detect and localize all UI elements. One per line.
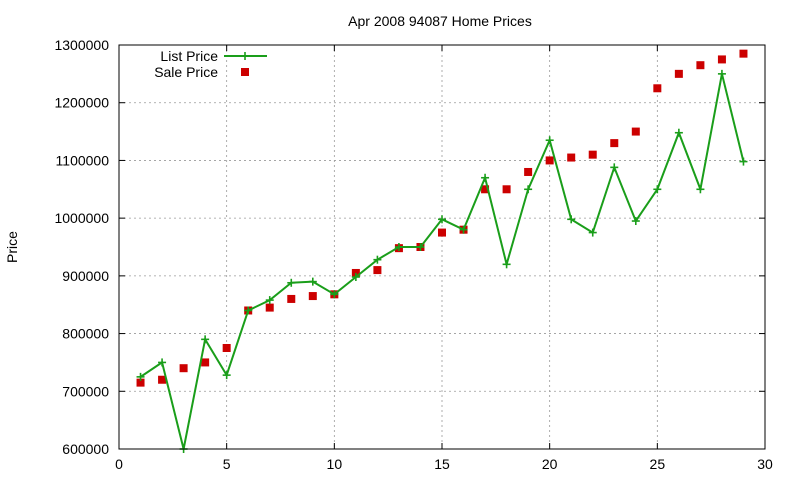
sale-price-point — [158, 375, 167, 384]
list-price-point — [287, 278, 296, 287]
sale-price-point — [524, 167, 533, 176]
y-tick-label: 600000 — [62, 441, 109, 457]
list-price-point — [158, 358, 167, 367]
sale-price-point — [373, 266, 382, 275]
list-price-point — [373, 255, 382, 264]
list-price-point — [588, 228, 597, 237]
sale-price-point — [201, 358, 210, 367]
sale-price-point — [717, 55, 726, 64]
sale-price-point — [136, 378, 145, 387]
x-tick-label: 10 — [327, 456, 343, 472]
sale-price-point — [308, 292, 317, 301]
list-price-point — [502, 260, 511, 269]
legend-label: List Price — [160, 48, 218, 64]
sale-price-point — [265, 303, 274, 312]
y-axis-label: Price — [4, 231, 20, 263]
list-price-point — [653, 185, 662, 194]
sale-price-point — [287, 294, 296, 303]
list-price-point — [717, 69, 726, 78]
sale-price-point — [481, 185, 490, 194]
sale-price-point — [631, 127, 640, 136]
list-price-point — [330, 290, 339, 299]
sale-price-point — [438, 228, 446, 237]
list-price-point — [696, 185, 705, 194]
list-price-point — [610, 163, 619, 172]
list-price-point — [265, 296, 274, 305]
x-tick-label: 5 — [223, 456, 231, 472]
y-tick-label: 900000 — [62, 268, 109, 284]
list-price-point — [674, 128, 683, 137]
list-price-point — [351, 273, 360, 282]
series-layer — [136, 49, 748, 453]
sale-price-point — [588, 150, 597, 159]
legend-plus-marker — [241, 52, 249, 60]
legend-item-sale-price: Sale Price — [154, 64, 249, 80]
list-price-point — [739, 157, 748, 166]
sale-price-point — [179, 364, 188, 373]
y-tick-label: 1200000 — [54, 95, 109, 111]
list-price-point — [222, 371, 231, 380]
sale-price-point — [567, 153, 576, 162]
list-price-point — [481, 173, 490, 182]
sale-price-point — [351, 268, 360, 277]
list-price-point — [244, 306, 253, 315]
list-price-point — [524, 185, 533, 194]
sale-price-point — [674, 69, 683, 78]
list-price-point — [308, 277, 317, 286]
y-tick-label: 1000000 — [54, 210, 109, 226]
x-tick-label: 0 — [115, 456, 123, 472]
sale-price-point — [222, 344, 231, 352]
sale-price-point — [545, 156, 554, 165]
x-tick-label: 25 — [650, 456, 666, 472]
y-tick-label: 700000 — [62, 383, 109, 399]
sale-price-point — [696, 61, 705, 70]
sale-price-point — [739, 49, 748, 58]
x-tick-label: 20 — [542, 456, 558, 472]
x-tick-label: 15 — [434, 456, 450, 472]
list-price-point — [545, 136, 554, 145]
tick-layer: 0 5 10 15 20 25 30 600000 700000 800000 900000 1000… — [54, 37, 773, 472]
legend-item-list-price: List Price — [160, 48, 267, 64]
grid-layer — [119, 45, 765, 449]
list-price-point — [459, 225, 468, 234]
legend-square-marker — [241, 68, 249, 76]
list-price-point — [201, 335, 210, 344]
legend-label: Sale Price — [154, 64, 218, 80]
x-tick-label: 30 — [757, 456, 773, 472]
list-price-point — [394, 243, 403, 251]
list-price-point — [416, 243, 425, 251]
list-price-point — [136, 372, 145, 381]
list-price-point — [438, 215, 446, 224]
series-list-price — [136, 69, 748, 453]
chart-title: Apr 2008 94087 Home Prices — [348, 13, 532, 29]
sale-price-point — [610, 139, 619, 148]
sale-price-point — [502, 185, 511, 194]
y-tick-label: 800000 — [62, 326, 109, 342]
list-price-point — [567, 215, 576, 224]
sale-price-point — [653, 84, 662, 93]
list-price-point — [631, 217, 640, 226]
y-tick-label: 1300000 — [54, 37, 109, 53]
y-tick-label: 1100000 — [56, 152, 110, 168]
